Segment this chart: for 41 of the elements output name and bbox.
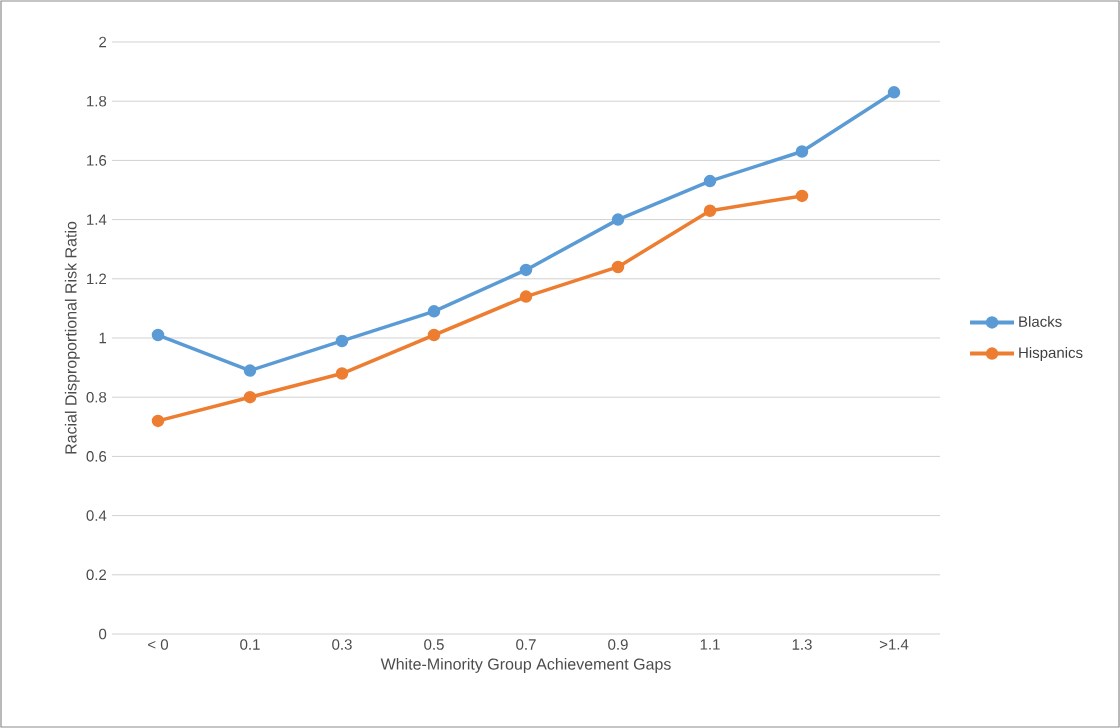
x-tick-label: 1.1 — [700, 639, 720, 650]
x-tick-label: >1.4 — [879, 639, 909, 650]
point — [519, 290, 533, 303]
point — [427, 305, 441, 318]
y-tick-label: 1 — [99, 332, 107, 344]
x-tick-label: 0.3 — [332, 639, 352, 650]
y-tick-label: 0.6 — [86, 451, 107, 462]
y-tick-label: 1.6 — [87, 155, 107, 166]
x-tick-label: 0.7 — [516, 639, 536, 650]
point — [611, 260, 625, 274]
y-tick-label: 0.4 — [86, 510, 107, 521]
point — [151, 328, 165, 342]
y-tick-label: 0 — [99, 628, 107, 640]
x-tick-label: 0.5 — [424, 639, 444, 650]
x-tick-label: 0.9 — [608, 639, 628, 650]
point — [795, 189, 809, 203]
point — [703, 204, 717, 217]
point — [795, 145, 809, 158]
legend-label: Hispanics — [1019, 346, 1083, 361]
point — [335, 334, 349, 348]
legend-label: Blacks — [1019, 315, 1062, 327]
y-tick-label: 2 — [99, 36, 107, 48]
x-tick-label: 1.3 — [792, 639, 812, 650]
point — [243, 390, 257, 404]
y-axis-title: Racial Disproportional Risk Ratio — [64, 221, 80, 454]
point — [427, 328, 441, 342]
point — [611, 213, 625, 226]
y-tick-label: 1.2 — [87, 273, 107, 285]
point — [335, 367, 349, 380]
point — [151, 414, 165, 428]
point — [887, 86, 901, 99]
point — [703, 174, 717, 188]
x-tick-label: < 0 — [148, 639, 169, 650]
x-axis-title: White-Minority Group Achievement Gaps — [380, 658, 671, 673]
point — [519, 263, 533, 277]
x-tick-label: 0.1 — [240, 639, 260, 650]
y-tick-label: 1.4 — [87, 214, 107, 225]
point — [243, 364, 257, 377]
y-tick-label: 1.8 — [87, 95, 107, 107]
y-tick-label: 0.2 — [86, 569, 107, 581]
y-tick-label: 0.8 — [86, 391, 107, 403]
